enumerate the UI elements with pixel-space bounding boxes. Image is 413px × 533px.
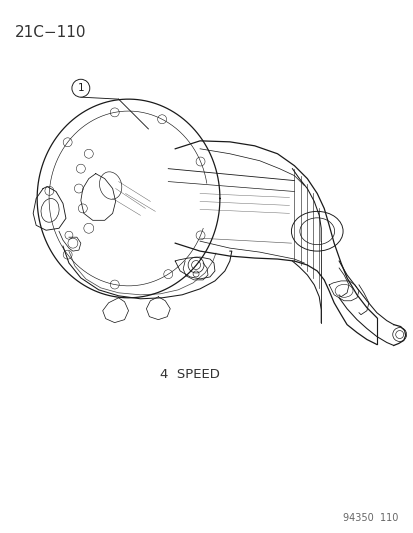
Text: 94350  110: 94350 110 bbox=[342, 513, 398, 523]
Text: 21C−110: 21C−110 bbox=[15, 25, 87, 39]
Circle shape bbox=[72, 79, 90, 97]
Text: 1: 1 bbox=[77, 83, 84, 93]
Text: 4  SPEED: 4 SPEED bbox=[160, 368, 220, 381]
